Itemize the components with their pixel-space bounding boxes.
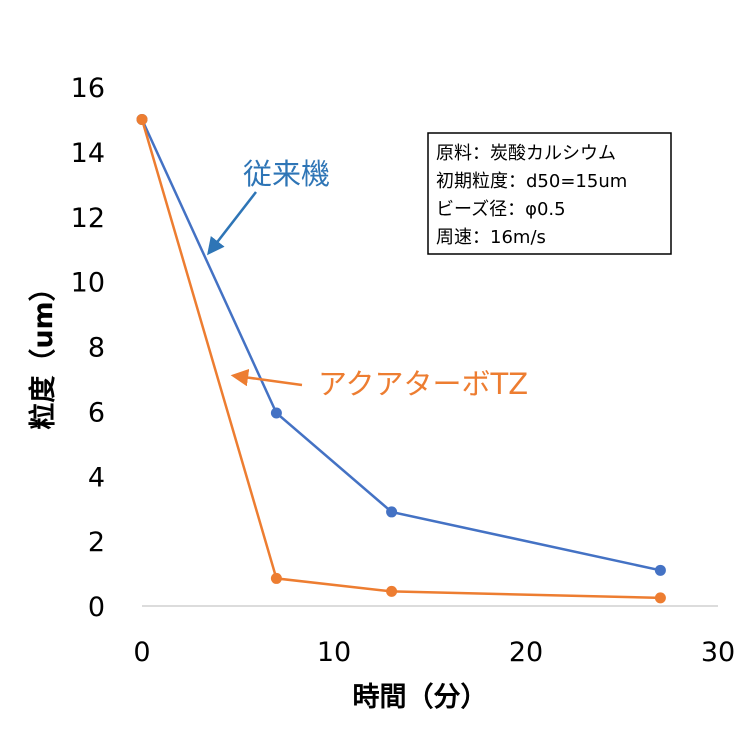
info-box-border bbox=[427, 132, 672, 255]
info-box-line-tip-speed: 周速：16m/s bbox=[436, 227, 546, 248]
x-tick-label: 10 bbox=[317, 637, 351, 668]
data-point bbox=[270, 572, 282, 584]
y-axis-title: 粒度（um） bbox=[27, 274, 59, 429]
y-tick-label: 16 bbox=[71, 73, 105, 104]
annotation-arrow-aquaturbo bbox=[230, 368, 303, 387]
x-axis-title: 時間（分） bbox=[353, 682, 488, 713]
y-tick-label: 14 bbox=[71, 138, 105, 169]
series-layer bbox=[136, 113, 666, 604]
y-tick-label: 2 bbox=[88, 527, 105, 558]
x-tick-label: 0 bbox=[133, 637, 150, 668]
y-tick-label: 8 bbox=[88, 333, 105, 364]
y-tick-label: 6 bbox=[88, 397, 105, 428]
info-box-line-material: 原料：炭酸カルシウム bbox=[436, 143, 616, 164]
data-point bbox=[386, 585, 398, 597]
y-tick-label: 4 bbox=[88, 462, 105, 493]
annotation-conventional: 従来機 bbox=[243, 157, 330, 191]
series-line bbox=[140, 118, 661, 572]
y-tick-label: 10 bbox=[71, 268, 105, 299]
y-tick-labels: 0 2 4 6 8 10 12 14 16 bbox=[71, 73, 105, 623]
info-box-line-bead-size: ビーズ径：φ0.5 bbox=[436, 199, 566, 220]
data-point bbox=[270, 407, 282, 419]
x-tick-label: 20 bbox=[509, 637, 543, 668]
data-point bbox=[386, 506, 398, 518]
series-line bbox=[140, 119, 661, 600]
info-box: 原料：炭酸カルシウム 初期粒度：d50=15um ビーズ径：φ0.5 周速：16… bbox=[427, 132, 672, 255]
annotation-aquaturbo: アクアターボTZ bbox=[318, 367, 528, 401]
x-tick-labels: 0 10 20 30 bbox=[133, 637, 735, 668]
data-point bbox=[654, 564, 666, 576]
y-tick-label: 0 bbox=[88, 592, 105, 623]
x-tick-label: 30 bbox=[701, 637, 735, 668]
data-point bbox=[136, 113, 148, 125]
series-aquaturbo bbox=[136, 113, 666, 604]
y-tick-label: 12 bbox=[71, 203, 105, 234]
annotation-arrow-conventional bbox=[207, 191, 257, 256]
data-point bbox=[654, 592, 666, 604]
info-box-line-initial-size: 初期粒度：d50=15um bbox=[436, 171, 627, 192]
